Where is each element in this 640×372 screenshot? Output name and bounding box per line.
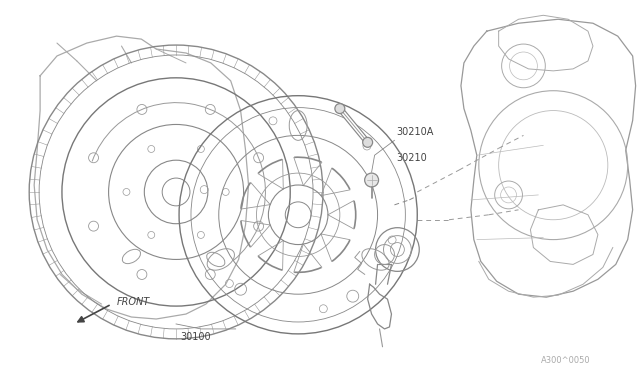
Circle shape xyxy=(365,173,378,187)
Text: 30100: 30100 xyxy=(180,332,211,342)
Text: 30210A: 30210A xyxy=(396,127,434,137)
Circle shape xyxy=(335,104,345,113)
Text: A300^0050: A300^0050 xyxy=(541,356,591,365)
Circle shape xyxy=(363,137,372,147)
Text: 30210: 30210 xyxy=(396,153,427,163)
Text: FRONT: FRONT xyxy=(116,297,150,307)
